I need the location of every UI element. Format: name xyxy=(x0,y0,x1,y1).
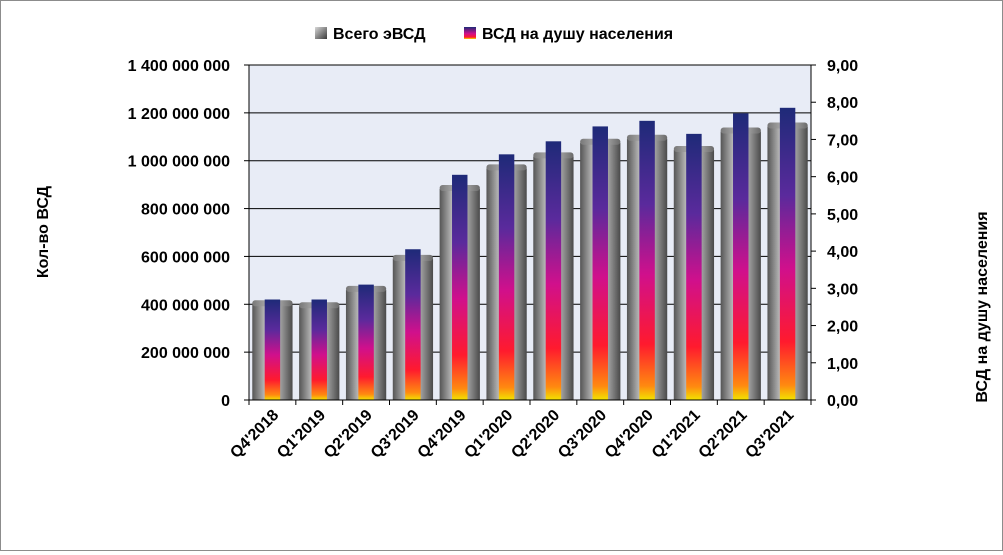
right-tick-label: 9,00 xyxy=(827,58,858,75)
bar-per-capita xyxy=(498,154,515,400)
category-label: Q2'2019 xyxy=(321,407,376,462)
left-tick-label: 600 000 000 xyxy=(141,249,230,266)
right-tick-label: 5,00 xyxy=(827,207,858,224)
right-tick-label: 2,00 xyxy=(827,319,858,336)
right-tick-label: 3,00 xyxy=(827,281,858,298)
bar-per-capita xyxy=(779,107,796,401)
right-tick-label: 7,00 xyxy=(827,132,858,149)
right-tick-label: 6,00 xyxy=(827,170,858,187)
left-tick-label: 1 000 000 000 xyxy=(128,154,230,171)
bar-per-capita xyxy=(358,284,374,400)
left-tick-label: 200 000 000 xyxy=(141,345,230,362)
right-tick-label: 4,00 xyxy=(827,244,858,261)
category-label: Q2'2021 xyxy=(696,407,751,462)
left-tick-label: 800 000 000 xyxy=(141,202,230,219)
legend: Всего эВСД ВСД на душу населения xyxy=(315,26,673,43)
category-label: Q3'2021 xyxy=(742,407,797,462)
category-label: Q1'2021 xyxy=(649,407,704,462)
bar-per-capita xyxy=(686,133,702,400)
bar-per-capita xyxy=(405,249,421,400)
category-label: Q4'2020 xyxy=(602,407,657,462)
bar-per-capita xyxy=(311,299,327,400)
bar-per-capita xyxy=(639,120,655,400)
right-tick-label: 0,00 xyxy=(827,393,858,410)
legend-swatch-total-evsd xyxy=(315,27,327,39)
bar-per-capita xyxy=(452,174,468,400)
bar-per-capita xyxy=(264,299,281,400)
right-tick-label: 8,00 xyxy=(827,95,858,112)
legend-label-per-capita: ВСД на душу населения xyxy=(482,26,673,43)
right-tick-label: 1,00 xyxy=(827,356,858,373)
category-label: Q1'2020 xyxy=(461,407,516,462)
plot-area xyxy=(249,65,811,400)
left-axis-title: Кол-во ВСД xyxy=(35,185,52,278)
left-tick-label: 0 xyxy=(221,393,230,410)
category-label: Q1'2019 xyxy=(274,407,329,462)
category-label: Q3'2020 xyxy=(555,407,610,462)
category-label: Q3'2019 xyxy=(368,407,423,462)
category-label: Q4'2018 xyxy=(227,407,282,462)
right-axis-title: ВСД на душу населения xyxy=(974,211,991,402)
category-label: Q2'2020 xyxy=(508,407,563,462)
bar-per-capita xyxy=(545,141,562,401)
left-tick-label: 1 400 000 000 xyxy=(128,58,230,75)
bar-per-capita xyxy=(733,113,749,400)
legend-swatch-per-capita xyxy=(464,27,476,39)
bars xyxy=(252,107,808,401)
category-label: Q4'2019 xyxy=(415,407,470,462)
bar-per-capita xyxy=(592,126,608,401)
left-tick-label: 1 200 000 000 xyxy=(128,106,230,123)
legend-label-total-evsd: Всего эВСД xyxy=(333,26,426,43)
left-tick-label: 400 000 000 xyxy=(141,297,230,314)
